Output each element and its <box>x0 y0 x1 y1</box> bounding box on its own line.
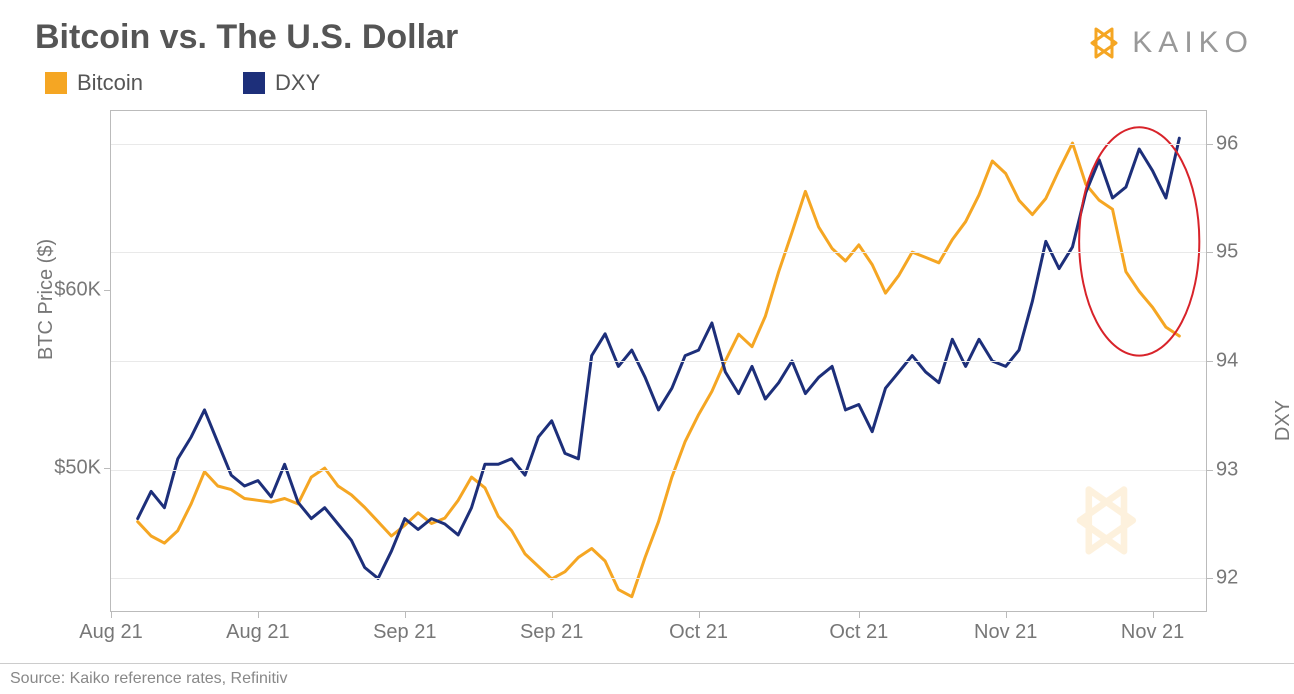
highlight-ellipse <box>1079 127 1199 355</box>
gridline <box>111 361 1206 362</box>
kaiko-icon <box>1086 25 1122 61</box>
watermark <box>1067 481 1146 571</box>
gridline <box>111 252 1206 253</box>
y-axis-right-label: DXY <box>1272 400 1294 441</box>
source-attribution: Source: Kaiko reference rates, Refinitiv <box>0 663 1294 694</box>
chart-title: Bitcoin vs. The U.S. Dollar <box>35 18 458 57</box>
gridline <box>111 470 1206 471</box>
chart-plot-area: 9293949596$50K$60KAug 21Aug 21Sep 21Sep … <box>110 110 1207 612</box>
y-axis-left-label: BTC Price ($) <box>35 239 58 360</box>
legend: Bitcoin DXY <box>45 70 320 96</box>
ytick-left: $60K <box>54 278 111 301</box>
legend-swatch-dxy <box>243 72 265 94</box>
legend-item-dxy: DXY <box>243 70 320 96</box>
line-bitcoin <box>138 143 1180 597</box>
legend-label-dxy: DXY <box>275 70 320 96</box>
legend-label-bitcoin: Bitcoin <box>77 70 143 96</box>
ytick-left: $50K <box>54 457 111 480</box>
brand-text: KAIKO <box>1132 26 1254 60</box>
brand-logo: KAIKO <box>1086 25 1254 61</box>
gridline <box>111 144 1206 145</box>
gridline <box>111 578 1206 579</box>
legend-swatch-bitcoin <box>45 72 67 94</box>
legend-item-bitcoin: Bitcoin <box>45 70 143 96</box>
